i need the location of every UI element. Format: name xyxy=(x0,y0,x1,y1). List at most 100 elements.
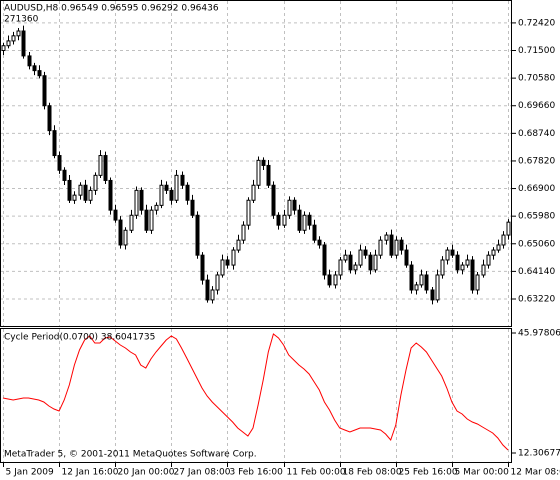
candle-body xyxy=(220,259,225,276)
candle-body xyxy=(118,219,123,246)
y-tick-label: 0.65060 xyxy=(518,239,555,249)
candle-body xyxy=(292,199,297,211)
main-frame xyxy=(0,0,512,327)
candle-body xyxy=(32,65,37,72)
y-tick-label: 0.68740 xyxy=(518,129,555,139)
candle-body xyxy=(455,254,460,271)
candle-body xyxy=(37,70,42,77)
y-tick-label: 12.3067732 xyxy=(518,448,560,458)
candle-body xyxy=(144,209,149,231)
candle-body xyxy=(57,155,62,171)
candle-body xyxy=(404,249,409,266)
y-tick-label: 0.65980 xyxy=(518,212,555,222)
candle-body xyxy=(460,264,465,271)
candle-body xyxy=(1,45,6,52)
candle-body xyxy=(414,284,419,291)
candle-body xyxy=(129,214,134,231)
candle-body xyxy=(241,224,246,241)
candle-body xyxy=(236,239,241,251)
candle-body xyxy=(88,189,93,201)
x-tick-label: 11 Feb 00:00 xyxy=(287,468,346,478)
candle-body xyxy=(139,189,144,211)
candle-body xyxy=(312,224,317,241)
candle-body xyxy=(27,55,32,67)
candle-body xyxy=(368,254,373,271)
candle-body xyxy=(363,249,368,256)
y-tick-label: 0.64140 xyxy=(518,267,555,277)
candle-body xyxy=(98,155,103,176)
candle-body xyxy=(185,184,190,201)
candle-body xyxy=(190,199,195,216)
candle-body xyxy=(83,184,88,201)
x-tick-label: 3 Feb 16:00 xyxy=(230,468,284,478)
x-tick-label: 27 Jan 08:00 xyxy=(174,468,231,478)
candle-body xyxy=(108,179,113,211)
chart-title: AUDUSD,H8 0.96549 0.96595 0.96292 0.9643… xyxy=(4,4,219,14)
candle-body xyxy=(491,249,496,256)
candle-body xyxy=(343,254,348,261)
candle-body xyxy=(154,204,159,211)
marks xyxy=(1,25,511,451)
candle-body xyxy=(134,189,139,216)
candle-body xyxy=(164,184,169,191)
x-tick-label: 20 Jan 00:00 xyxy=(118,468,175,478)
candle-body xyxy=(348,254,353,271)
y-tick-label: 45.9780621 xyxy=(518,328,560,338)
candle-body xyxy=(256,159,261,186)
candle-body xyxy=(394,239,399,256)
candle-body xyxy=(333,274,338,286)
candle-body xyxy=(384,234,389,241)
candle-body xyxy=(261,159,266,166)
candle-body xyxy=(103,155,108,181)
candle-body xyxy=(475,274,480,291)
candle-body xyxy=(67,179,72,201)
candle-body xyxy=(317,239,322,246)
y-tick-label: 0.71500 xyxy=(518,46,555,56)
candle-body xyxy=(276,214,281,226)
candle-body xyxy=(419,274,424,286)
candle-body xyxy=(282,214,287,226)
candle-body xyxy=(501,234,506,246)
candle-body xyxy=(225,259,230,266)
candle-body xyxy=(358,249,363,266)
candle-body xyxy=(11,35,16,42)
candle-body xyxy=(21,30,26,57)
candle-body xyxy=(470,259,475,291)
candle-body xyxy=(205,279,210,301)
candle-body xyxy=(338,259,343,276)
candle-body xyxy=(246,199,251,226)
candle-body xyxy=(159,184,164,206)
x-tick-label: 18 Feb 08:00 xyxy=(343,468,402,478)
candle-body xyxy=(302,214,307,231)
y-tick-label: 0.69660 xyxy=(518,101,555,111)
candle-body xyxy=(435,274,440,301)
candle-body xyxy=(506,221,511,236)
candle-body xyxy=(47,105,52,132)
candle-body xyxy=(389,234,394,256)
candle-body xyxy=(113,209,118,221)
y-tick-label: 0.66900 xyxy=(518,184,555,194)
grid xyxy=(0,1,512,462)
candle-body xyxy=(210,289,215,301)
chart-subtitle: 271360 xyxy=(4,15,39,25)
candle-body xyxy=(287,199,292,216)
candle-body xyxy=(251,184,256,201)
candle-body xyxy=(450,249,455,256)
y-tick-label: 0.63220 xyxy=(518,294,555,304)
candle-body xyxy=(149,209,154,231)
x-tick-label: 5 Jan 2009 xyxy=(6,468,54,478)
candle-body xyxy=(399,239,404,251)
candle-body xyxy=(430,289,435,301)
candle-body xyxy=(266,164,271,186)
candle-body xyxy=(52,130,57,157)
candle-body xyxy=(486,254,491,266)
indicator-line xyxy=(2,333,509,451)
candle-body xyxy=(378,239,383,256)
candle-body xyxy=(231,249,236,266)
candle-body xyxy=(481,264,486,276)
indicator-frame xyxy=(0,328,512,463)
candle-body xyxy=(78,184,83,196)
candle-body xyxy=(215,274,220,291)
x-tick-label: 25 Feb 16:00 xyxy=(399,468,458,478)
